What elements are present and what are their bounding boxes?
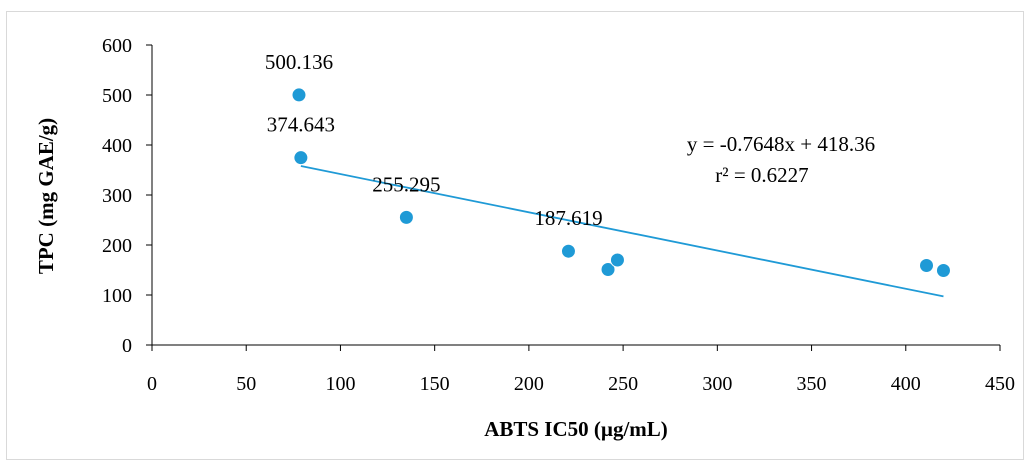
data-label: 255.295 — [372, 172, 440, 196]
points-group — [291, 87, 951, 278]
trendline-group — [300, 165, 944, 298]
x-tick-label: 0 — [147, 373, 157, 395]
linear-trendline — [300, 165, 944, 298]
y-tick-label: 0 — [122, 335, 132, 357]
x-tick-label: 300 — [702, 373, 732, 395]
y-tick-label: 200 — [102, 235, 132, 257]
data-point — [935, 263, 951, 278]
x-ticks-group: 0 50 100 150 200 250 300 350 400 450 — [147, 345, 1015, 395]
trendline-equation: y = -0.7648x + 418.36 — [687, 132, 875, 156]
x-tick-label: 350 — [797, 373, 827, 395]
data-labels-group: 500.136 374.643 255.295 187.619 — [265, 50, 603, 230]
x-tick-label: 150 — [420, 373, 450, 395]
chart-frame — [6, 11, 1024, 460]
data-point — [609, 252, 625, 268]
y-axis-title: TPC (mg GAE/g) — [34, 118, 58, 274]
x-tick-label: 100 — [325, 373, 355, 395]
x-tick-label: 450 — [985, 373, 1015, 395]
data-point — [600, 262, 616, 277]
y-tick-label: 100 — [102, 285, 132, 307]
y-tick-label: 600 — [102, 35, 132, 57]
data-point — [293, 150, 309, 166]
data-label: 374.643 — [267, 113, 335, 137]
data-label: 187.619 — [534, 206, 602, 230]
y-tick-label: 400 — [102, 135, 132, 157]
x-tick-label: 400 — [891, 373, 921, 395]
x-tick-label: 250 — [608, 373, 638, 395]
y-tick-label: 300 — [102, 185, 132, 207]
x-tick-label: 50 — [236, 373, 256, 395]
axes-group — [151, 45, 1000, 346]
x-axis-title: ABTS IC50 (µg/mL) — [484, 417, 668, 441]
x-tick-label: 200 — [514, 373, 544, 395]
y-tick-label: 500 — [102, 85, 132, 107]
y-ticks-group: 0 100 200 300 400 500 600 — [102, 35, 152, 357]
r-squared-label: r² = 0.6227 — [715, 163, 808, 187]
data-point — [398, 209, 414, 225]
data-point — [291, 87, 307, 103]
data-point — [919, 258, 935, 273]
data-point — [560, 243, 576, 259]
data-label: 500.136 — [265, 50, 333, 74]
